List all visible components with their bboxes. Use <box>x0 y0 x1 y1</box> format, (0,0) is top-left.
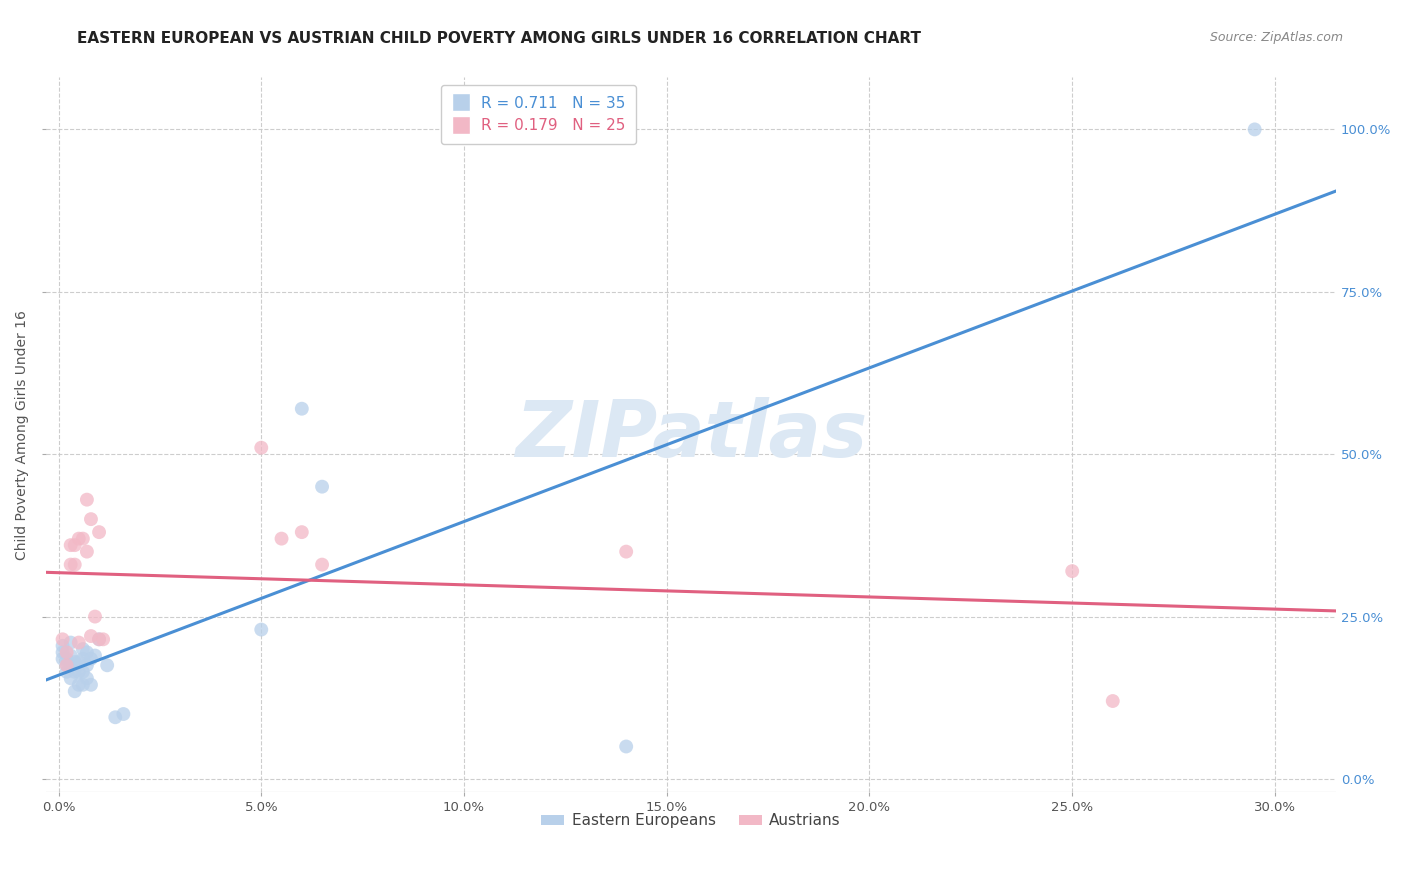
Point <box>250 441 273 455</box>
Point <box>67 665 90 679</box>
Point <box>80 512 103 526</box>
Point <box>63 558 86 572</box>
Point <box>311 558 333 572</box>
Point <box>67 678 90 692</box>
Point <box>59 671 82 685</box>
Point <box>76 645 98 659</box>
Point <box>80 678 103 692</box>
Point <box>52 645 75 659</box>
Point <box>291 401 314 416</box>
Point <box>59 648 82 663</box>
Point <box>76 544 98 558</box>
Point <box>104 710 127 724</box>
Point <box>80 652 103 666</box>
Point <box>614 544 637 558</box>
Point <box>72 665 94 679</box>
Point <box>87 632 110 647</box>
Point <box>52 652 75 666</box>
Point <box>55 665 77 679</box>
Text: ZIPatlas: ZIPatlas <box>515 397 868 473</box>
Point <box>76 492 98 507</box>
Point <box>67 635 90 649</box>
Point <box>72 652 94 666</box>
Point <box>84 648 107 663</box>
Point <box>291 525 314 540</box>
Point <box>72 678 94 692</box>
Point <box>59 538 82 552</box>
Text: Source: ZipAtlas.com: Source: ZipAtlas.com <box>1209 31 1343 45</box>
Point <box>55 645 77 659</box>
Point <box>87 525 110 540</box>
Point <box>76 671 98 685</box>
Legend: Eastern Europeans, Austrians: Eastern Europeans, Austrians <box>536 807 846 834</box>
Point <box>55 658 77 673</box>
Point <box>59 658 82 673</box>
Point <box>55 652 77 666</box>
Point <box>96 658 118 673</box>
Point <box>1101 694 1123 708</box>
Y-axis label: Child Poverty Among Girls Under 16: Child Poverty Among Girls Under 16 <box>15 310 30 559</box>
Point <box>91 632 114 647</box>
Point <box>52 639 75 653</box>
Point <box>270 532 292 546</box>
Point <box>67 655 90 669</box>
Point <box>84 609 107 624</box>
Point <box>63 684 86 698</box>
Point <box>59 558 82 572</box>
Point <box>63 655 86 669</box>
Point <box>614 739 637 754</box>
Point <box>55 658 77 673</box>
Point <box>1062 564 1084 578</box>
Point <box>112 706 135 721</box>
Point <box>52 632 75 647</box>
Point <box>1243 122 1265 136</box>
Point <box>250 623 273 637</box>
Text: EASTERN EUROPEAN VS AUSTRIAN CHILD POVERTY AMONG GIRLS UNDER 16 CORRELATION CHAR: EASTERN EUROPEAN VS AUSTRIAN CHILD POVER… <box>77 31 921 46</box>
Point <box>72 642 94 657</box>
Point <box>72 532 94 546</box>
Point <box>76 658 98 673</box>
Point <box>311 480 333 494</box>
Point <box>67 532 90 546</box>
Point <box>63 665 86 679</box>
Point <box>63 538 86 552</box>
Point <box>80 629 103 643</box>
Point <box>87 632 110 647</box>
Point <box>59 635 82 649</box>
